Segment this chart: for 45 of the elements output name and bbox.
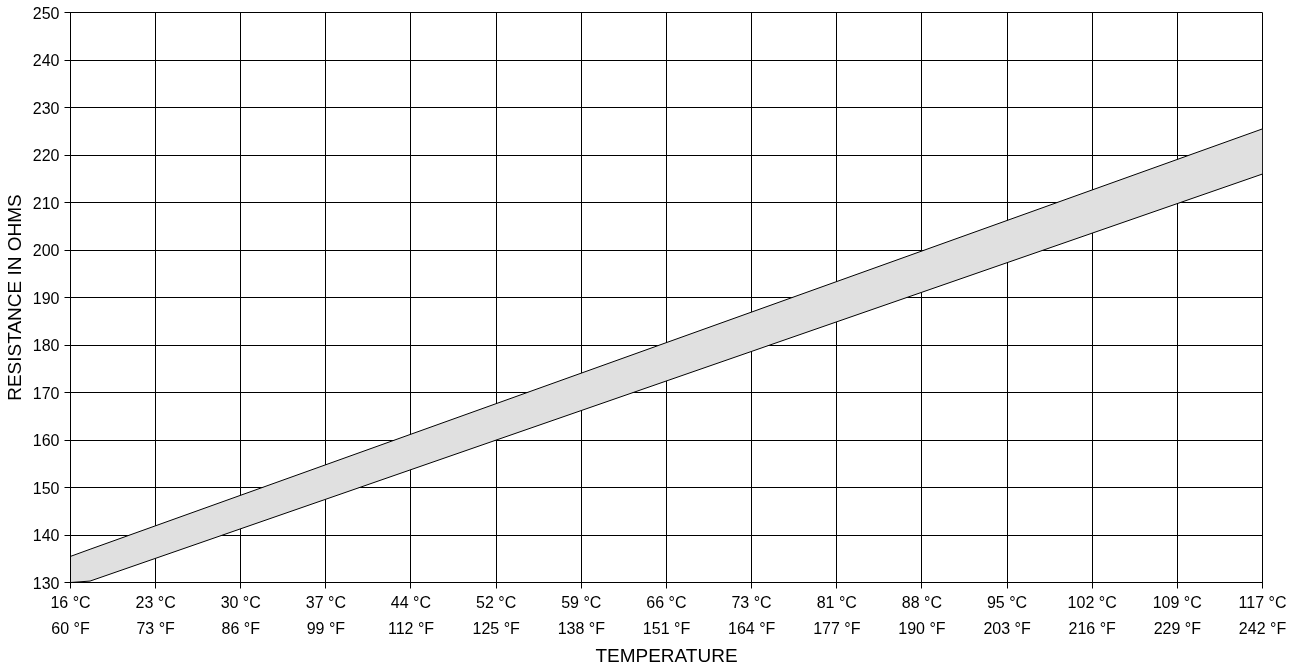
y-tick-label: 160 bbox=[32, 432, 60, 449]
x-tick-label: 102 °C bbox=[1067, 593, 1117, 611]
x2-tick-label: 164 °F bbox=[727, 619, 776, 637]
x2-tick-label: 138 °F bbox=[557, 619, 606, 637]
x2-tick-label: 73 °F bbox=[136, 619, 176, 637]
y-tick-label: 210 bbox=[32, 194, 60, 212]
x-tick-label: 66 °C bbox=[646, 593, 687, 611]
y-tick-label: 250 bbox=[32, 4, 60, 22]
x-tick-label: 44 °C bbox=[390, 593, 432, 611]
x2-tick-label: 216 °F bbox=[1068, 619, 1117, 637]
x2-tick-label: 203 °F bbox=[983, 619, 1031, 637]
y-tick-label: 140 bbox=[32, 527, 60, 544]
x-tick-label: 73 °C bbox=[731, 593, 772, 611]
y-tick-label: 170 bbox=[32, 384, 60, 402]
x2-tick-label: 60 °F bbox=[51, 619, 90, 637]
y-axis-title: RESISTANCE IN OHMS bbox=[3, 194, 25, 401]
y-tick-label: 130 bbox=[32, 574, 60, 592]
x-tick-label: 59 °C bbox=[561, 593, 602, 611]
y-tick-label: 180 bbox=[32, 337, 60, 354]
x2-tick-label: 190 °F bbox=[898, 619, 946, 637]
x2-tick-label: 125 °F bbox=[472, 619, 521, 637]
x2-tick-label: 242 °F bbox=[1238, 619, 1287, 637]
y-tick-label: 220 bbox=[32, 147, 60, 164]
x-tick-label: 81 °C bbox=[816, 593, 857, 611]
y-tick-label: 200 bbox=[32, 242, 60, 259]
x-tick-label: 52 °C bbox=[476, 593, 517, 611]
x-tick-label: 88 °C bbox=[901, 593, 943, 611]
x2-tick-label: 229 °F bbox=[1153, 619, 1202, 637]
x2-tick-label: 151 °F bbox=[642, 619, 691, 637]
y-tick-label: 150 bbox=[32, 479, 60, 497]
x-tick-label: 30 °C bbox=[220, 593, 261, 611]
x2-tick-label: 177 °F bbox=[813, 619, 861, 637]
y-tick-label: 190 bbox=[32, 289, 60, 307]
x2-tick-label: 112 °F bbox=[388, 619, 435, 637]
x2-tick-label: 99 °F bbox=[306, 619, 346, 637]
y-tick-label: 240 bbox=[32, 52, 60, 69]
x-tick-label: 95 °C bbox=[986, 593, 1028, 611]
x-tick-label: 117 °C bbox=[1238, 593, 1287, 611]
x-tick-label: 37 °C bbox=[305, 593, 346, 611]
x-axis-title: TEMPERATURE bbox=[595, 644, 738, 666]
y-tick-label: 230 bbox=[32, 99, 60, 117]
x-tick-label: 16 °C bbox=[50, 593, 91, 611]
x-tick-label: 109 °C bbox=[1152, 593, 1202, 611]
x2-tick-label: 86 °F bbox=[221, 619, 261, 637]
x-tick-label: 23 °C bbox=[135, 593, 176, 611]
